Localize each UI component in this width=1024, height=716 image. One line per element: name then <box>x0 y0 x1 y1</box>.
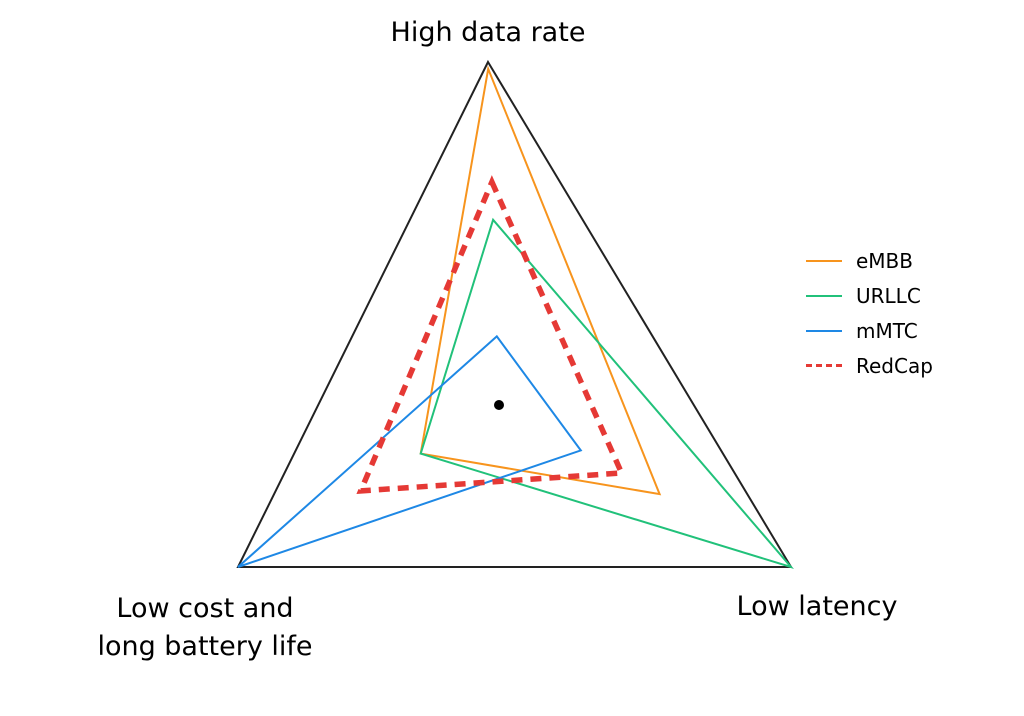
axis-label-high-data-rate-text: High data rate <box>390 17 586 48</box>
legend-swatch-redcap <box>806 364 842 367</box>
series-layer <box>237 65 795 569</box>
legend-label-redcap: RedCap <box>856 353 933 378</box>
series-redcap-polygon <box>356 175 626 494</box>
legend-label-mmtc: mMTC <box>856 318 918 343</box>
legend-label-urllc: URLLC <box>856 283 921 308</box>
axis-label-low-latency-text: Low latency <box>736 591 898 622</box>
legend-item-mmtc: mMTC <box>806 313 966 348</box>
series-embb-polygon <box>419 65 662 496</box>
series-urllc-polygon <box>419 217 795 569</box>
legend-label-embb: eMBB <box>856 248 914 273</box>
axis-label-low-cost: Low cost and long battery life <box>60 590 350 666</box>
legend-swatch-mmtc <box>806 329 842 332</box>
legend-swatch-embb <box>806 259 842 262</box>
axis-label-high-data-rate: High data rate <box>388 14 588 52</box>
legend-item-redcap: RedCap <box>806 348 966 383</box>
legend-swatch-urllc <box>806 294 842 297</box>
axis-label-low-latency: Low latency <box>722 588 912 626</box>
legend: eMBB URLLC mMTC RedCap <box>806 243 966 383</box>
legend-item-urllc: URLLC <box>806 278 966 313</box>
axis-label-low-cost-line-1: Low cost and <box>116 593 294 624</box>
series-mmtc-polygon <box>237 334 583 568</box>
legend-item-embb: eMBB <box>806 243 966 278</box>
axis-label-low-cost-line-2: long battery life <box>97 631 313 662</box>
center-point <box>494 400 504 410</box>
chart-outline-triangle <box>236 59 793 568</box>
